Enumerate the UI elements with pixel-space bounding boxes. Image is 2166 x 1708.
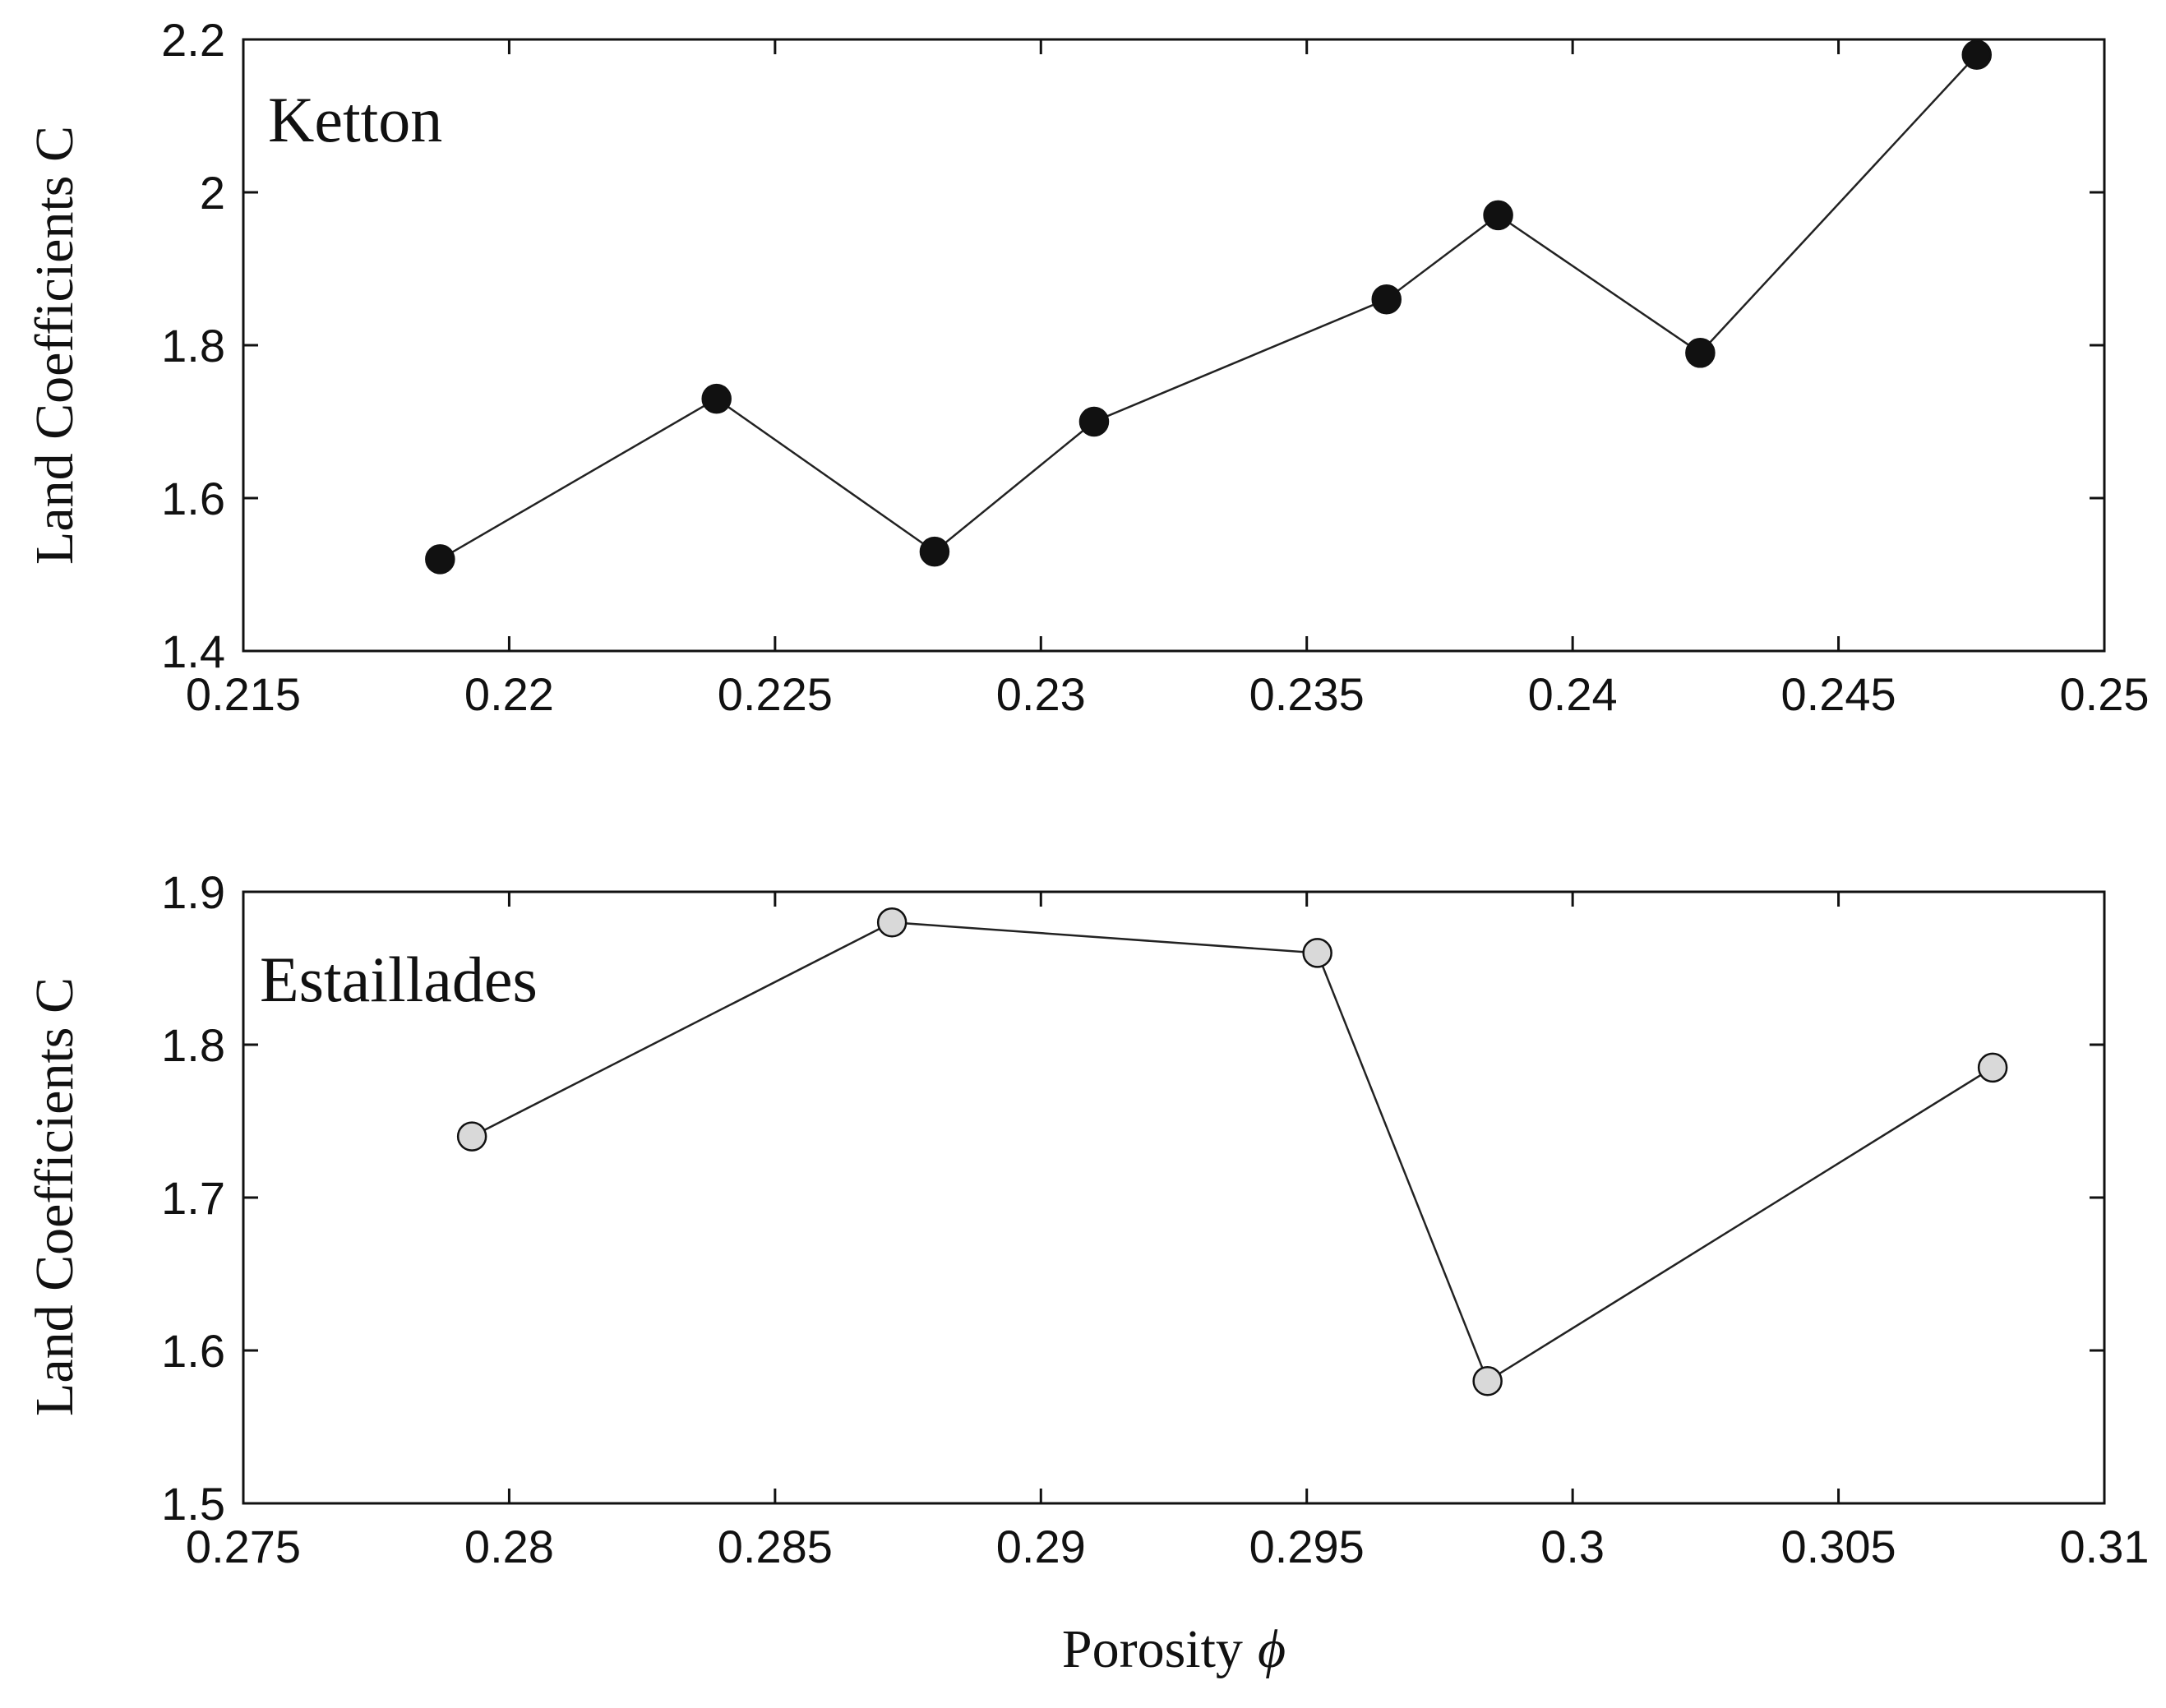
ketton-y-tick-labels: 1.4 1.6 1.8 2 2.2 bbox=[161, 14, 225, 677]
estaillades-x-tick-label: 0.31 bbox=[2060, 1521, 2150, 1572]
ketton-y-tick-label: 2.2 bbox=[161, 14, 225, 66]
estaillades-x-axis-title: Porosity ϕ bbox=[1062, 1619, 1286, 1679]
estaillades-x-tick-label: 0.305 bbox=[1781, 1521, 1896, 1572]
estaillades-panel: 0.275 0.28 0.285 0.29 0.295 0.3 0.305 0.31 1.51… bbox=[25, 866, 2150, 1679]
estaillades-y-tick-label: 1.6 bbox=[161, 1325, 225, 1377]
estaillades-x-tick-label: 0.295 bbox=[1249, 1521, 1365, 1572]
ketton-series-line bbox=[439, 53, 1978, 561]
ketton-y-axis-title: Land Coefficients C bbox=[25, 126, 85, 565]
ketton-x-tick-label: 0.25 bbox=[2060, 668, 2150, 720]
estaillades-x-tick-label: 0.275 bbox=[186, 1521, 301, 1572]
estaillades-data-point bbox=[1977, 1052, 2008, 1083]
ketton-data-point bbox=[425, 544, 455, 575]
ketton-y-tick-label: 2 bbox=[200, 167, 225, 219]
ketton-x-tick-label: 0.22 bbox=[464, 668, 554, 720]
ketton-data-point bbox=[1483, 200, 1513, 231]
estaillades-markers bbox=[456, 907, 2008, 1396]
estaillades-y-tick-label: 1.9 bbox=[161, 866, 225, 918]
ketton-y-tick-label: 1.4 bbox=[161, 625, 225, 677]
x-axis-title-text: Porosity bbox=[1062, 1619, 1243, 1679]
ketton-data-point bbox=[1371, 284, 1402, 315]
ketton-x-tick-label: 0.215 bbox=[186, 668, 301, 720]
ketton-panel-label: Ketton bbox=[268, 84, 442, 155]
ketton-ticks bbox=[242, 38, 2106, 653]
estaillades-y-axis-title: Land Coefficients C bbox=[25, 977, 85, 1416]
ketton-y-tick-label: 1.8 bbox=[161, 320, 225, 372]
ketton-data-point bbox=[1078, 406, 1110, 437]
ketton-data-point bbox=[919, 536, 950, 567]
ketton-plot-frame bbox=[242, 38, 2106, 653]
ketton-y-tick-label: 1.6 bbox=[161, 473, 225, 524]
estaillades-x-tick-label: 0.28 bbox=[464, 1521, 554, 1572]
estaillades-series-line bbox=[471, 921, 1993, 1383]
estaillades-data-point bbox=[1472, 1365, 1503, 1396]
ketton-x-tick-label: 0.235 bbox=[1249, 668, 1365, 720]
estaillades-x-tick-label: 0.29 bbox=[996, 1521, 1086, 1572]
estaillades-y-tick-labels: 1.5 1.6 1.7 1.8 1.9 bbox=[161, 866, 225, 1530]
estaillades-y-tick-label: 1.8 bbox=[161, 1019, 225, 1071]
estaillades-data-point bbox=[1302, 938, 1332, 968]
estaillades-x-tick-label: 0.285 bbox=[718, 1521, 833, 1572]
ketton-x-tick-labels: 0.215 0.22 0.225 0.23 0.235 0.24 0.245 0.25 bbox=[186, 668, 2150, 720]
estaillades-panel-label: Estaillades bbox=[260, 944, 538, 1015]
ketton-x-tick-label: 0.245 bbox=[1781, 668, 1896, 720]
ketton-panel: 0.215 0.22 0.225 0.23 0.235 0.24 0.245 0.25 1.4… bbox=[25, 14, 2150, 720]
ketton-x-tick-label: 0.225 bbox=[718, 668, 833, 720]
estaillades-x-tick-label: 0.3 bbox=[1540, 1521, 1605, 1572]
ketton-x-tick-label: 0.24 bbox=[1528, 668, 1618, 720]
x-axis-title-symbol: ϕ bbox=[1258, 1619, 1286, 1679]
ketton-data-point bbox=[1961, 39, 1993, 70]
estaillades-ticks bbox=[242, 890, 2106, 1505]
estaillades-y-tick-label: 1.5 bbox=[161, 1478, 225, 1530]
estaillades-data-point bbox=[456, 1121, 487, 1152]
estaillades-y-tick-label: 1.7 bbox=[161, 1172, 225, 1224]
ketton-x-tick-label: 0.23 bbox=[996, 668, 1086, 720]
ketton-markers bbox=[425, 39, 1993, 575]
ketton-data-point bbox=[701, 383, 732, 414]
estaillades-data-point bbox=[876, 907, 908, 938]
ketton-data-point bbox=[1685, 338, 1716, 368]
estaillades-x-tick-labels: 0.275 0.28 0.285 0.29 0.295 0.3 0.305 0.31 bbox=[186, 1521, 2150, 1572]
